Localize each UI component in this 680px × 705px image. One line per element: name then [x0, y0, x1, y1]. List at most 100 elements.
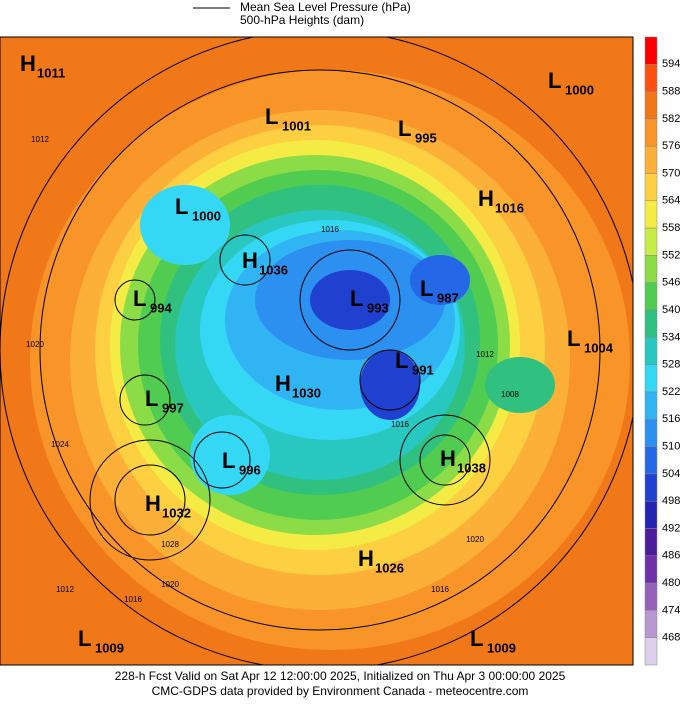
system-pressure: 991: [412, 362, 434, 377]
isobar-label: 1020: [466, 535, 484, 544]
isobar-label: 1012: [31, 135, 49, 144]
system-pressure: 1009: [95, 640, 124, 655]
footer-text: CMC-GDPS data provided by Environment Ca…: [152, 684, 529, 698]
colorbar-cell: [644, 637, 658, 666]
colorbar-label: 528: [662, 359, 680, 371]
colorbar-cell: [644, 446, 658, 475]
isobar-label: 1028: [161, 540, 179, 549]
colorbar-cell: [644, 309, 658, 338]
system-letter: L: [145, 386, 158, 411]
system-pressure: 997: [162, 400, 184, 415]
isobar-label: 1012: [476, 350, 494, 359]
system-letter: L: [133, 286, 146, 311]
colorbar-label: 540: [662, 304, 680, 316]
colorbar-cell: [644, 227, 658, 256]
system-letter: H: [242, 248, 258, 273]
colorbar-label: 486: [662, 550, 680, 562]
colorbar-cell: [644, 364, 658, 393]
isobar-label: 1020: [161, 580, 179, 589]
system-letter: H: [20, 51, 36, 76]
map-field: [0, 37, 633, 665]
colorbar-label: 474: [662, 604, 680, 616]
system-letter: H: [145, 491, 161, 516]
colorbar-cell: [644, 419, 658, 447]
colorbar-cell: [644, 200, 658, 229]
colorbar-label: 492: [662, 522, 680, 534]
system-letter: L: [222, 448, 235, 473]
isobar-label: 1016: [391, 420, 409, 429]
system-pressure: 1030: [292, 385, 321, 400]
system-pressure: 1016: [495, 200, 524, 215]
colorbar-label: 576: [662, 140, 680, 152]
colorbar-cell: [644, 391, 658, 420]
system-pressure: 987: [437, 290, 459, 305]
colorbar-label: 534: [662, 331, 680, 343]
system-letter: L: [470, 626, 483, 651]
isobar-label: 1012: [56, 585, 74, 594]
colorbar-cell: [644, 255, 658, 283]
colorbar-cell: [644, 118, 658, 147]
colorbar-cell: [644, 64, 658, 92]
colorbar-label: 516: [662, 413, 680, 425]
system-letter: H: [478, 186, 494, 211]
system-letter: L: [395, 348, 408, 373]
system-pressure: 1001: [282, 118, 311, 133]
colorbar-label: 522: [662, 386, 680, 398]
colorbar-cell: [644, 337, 658, 365]
colorbar-cell: [644, 36, 658, 65]
colorbar-label: 510: [662, 440, 680, 452]
system-letter: L: [78, 626, 91, 651]
system-pressure: 1038: [457, 460, 486, 475]
colorbar-label: 552: [662, 249, 680, 261]
colorbar-cell: [644, 173, 658, 202]
colorbar-label: 498: [662, 495, 680, 507]
colorbar-label: 558: [662, 222, 680, 234]
isobar-label: 1016: [321, 225, 339, 234]
isobar-label: 1016: [431, 585, 449, 594]
colorbar-label: 588: [662, 86, 680, 98]
system-pressure: 993: [367, 300, 389, 315]
legend-text: 500-hPa Heights (dam): [240, 13, 364, 27]
system-pressure: 995: [415, 130, 437, 145]
colorbar-label: 570: [662, 167, 680, 179]
isobar-label: 1024: [51, 440, 69, 449]
system-letter: L: [567, 326, 580, 351]
colorbar-label: 564: [662, 195, 680, 207]
isobar-label: 1020: [26, 340, 44, 349]
colorbar-cell: [644, 91, 658, 120]
colorbar-label: 582: [662, 113, 680, 125]
system-letter: L: [175, 194, 188, 219]
system-pressure: 1036: [259, 262, 288, 277]
colorbar-cell: [644, 145, 658, 174]
system-letter: L: [398, 116, 411, 141]
system-pressure: 996: [239, 462, 261, 477]
system-letter: L: [350, 286, 363, 311]
system-pressure: 1026: [375, 560, 404, 575]
system-pressure: 1011: [37, 65, 65, 80]
colorbar-label: 468: [662, 632, 680, 644]
map-frame: [0, 36, 634, 666]
system-letter: H: [440, 446, 456, 471]
colorbar-cell: [644, 582, 658, 611]
colorbar-label: 594: [662, 58, 680, 70]
system-pressure: 1009: [487, 640, 516, 655]
system-letter: H: [358, 546, 374, 571]
system-letter: H: [275, 371, 291, 396]
colorbar-cell: [644, 500, 658, 529]
system-pressure: 1004: [584, 340, 614, 355]
isobar-label: 1016: [124, 595, 142, 604]
colorbar-cell: [644, 555, 658, 584]
system-pressure: 1000: [565, 82, 594, 97]
system-letter: L: [265, 104, 278, 129]
system-pressure: 1000: [192, 208, 221, 223]
colorbar-cell: [644, 528, 658, 557]
colorbar-cell: [644, 473, 658, 502]
colorbar-label: 546: [662, 277, 680, 289]
system-pressure: 1032: [162, 505, 191, 520]
system-letter: L: [548, 68, 561, 93]
colorbar-cell: [644, 610, 658, 638]
system-pressure: 994: [150, 300, 172, 315]
colorbar-cell: [644, 282, 658, 311]
legend-text: Mean Sea Level Pressure (hPa): [240, 0, 411, 14]
